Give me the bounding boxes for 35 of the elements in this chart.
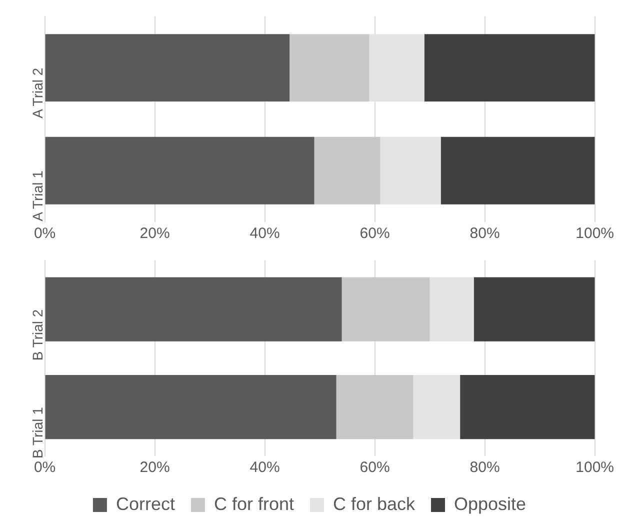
bar (460, 375, 595, 440)
legend-label: C for back (332, 494, 416, 514)
y-tick-label: A Trial 1 (30, 170, 46, 222)
bar (336, 375, 414, 440)
x-tick-label: 40% (250, 459, 280, 476)
y-tick-label: B Trial 2 (30, 309, 46, 361)
x-tick-label: 80% (470, 225, 500, 242)
x-tick-label: 0% (34, 459, 56, 476)
x-tick-label: 60% (360, 225, 390, 242)
bar (380, 136, 441, 204)
bar (45, 34, 290, 102)
bar (342, 277, 430, 342)
legend-label: Opposite (454, 494, 526, 514)
bar (424, 34, 595, 102)
x-tick-label: 100% (576, 459, 614, 476)
x-tick-label: 80% (470, 459, 500, 476)
x-tick-label: 20% (140, 225, 170, 242)
x-tick-label: 40% (250, 225, 280, 242)
x-tick-label: 0% (34, 225, 56, 242)
bar (413, 375, 460, 440)
legend-label: Correct (116, 494, 175, 514)
bar (314, 136, 380, 204)
bar (45, 136, 314, 204)
x-tick-label: 60% (360, 459, 390, 476)
x-tick-label: 100% (576, 225, 614, 242)
y-tick-label: B Trial 1 (30, 406, 46, 458)
bar (430, 277, 474, 342)
bar (45, 375, 336, 440)
legend-label: C for front (214, 494, 294, 514)
bar (474, 277, 595, 342)
y-tick-label: A Trial 2 (30, 68, 46, 118)
bar (290, 34, 370, 102)
bar (45, 277, 342, 342)
x-tick-label: 20% (140, 459, 170, 476)
bar (440, 136, 595, 204)
